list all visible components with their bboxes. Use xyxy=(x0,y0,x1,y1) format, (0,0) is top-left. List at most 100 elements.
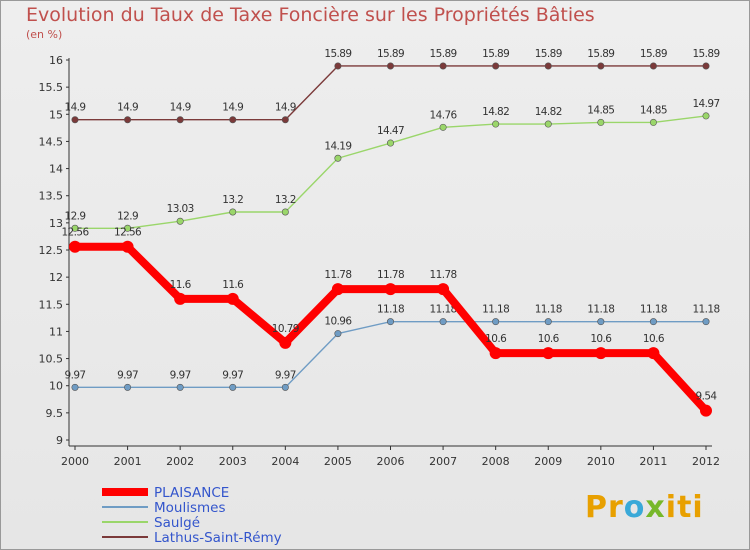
data-label: 10.96 xyxy=(324,316,352,328)
data-point xyxy=(331,283,344,296)
data-label: 11.78 xyxy=(377,269,404,281)
data-point xyxy=(71,383,79,391)
data-label: 11.6 xyxy=(170,279,192,291)
data-point xyxy=(700,404,712,417)
data-label: 15.89 xyxy=(430,48,457,60)
y-tick-label: 15.5 xyxy=(39,81,64,94)
y-axis-unit: (en %) xyxy=(26,28,63,41)
data-point xyxy=(594,347,607,360)
y-tick-label: 14.5 xyxy=(39,135,64,148)
data-label: 9.97 xyxy=(222,369,243,381)
data-label: 14.9 xyxy=(222,102,243,114)
data-label: 14.9 xyxy=(275,102,296,114)
data-label: 11.18 xyxy=(482,304,509,316)
data-point xyxy=(649,62,657,70)
x-tick-label: 2010 xyxy=(587,455,615,468)
data-point xyxy=(544,318,552,326)
data-point xyxy=(334,330,342,338)
data-label: 13.03 xyxy=(167,203,194,215)
data-point xyxy=(437,283,450,296)
data-label: 11.18 xyxy=(640,304,667,316)
data-label: 11.18 xyxy=(692,304,719,316)
data-point xyxy=(492,62,500,70)
data-label: 14.47 xyxy=(377,125,404,137)
data-label: 11.18 xyxy=(430,304,457,316)
data-point xyxy=(281,208,289,216)
data-point xyxy=(647,347,660,360)
data-label: 14.82 xyxy=(482,106,509,118)
y-tick-label: 10 xyxy=(49,380,63,393)
data-point xyxy=(281,116,289,124)
x-tick-label: 2009 xyxy=(534,455,562,468)
data-point xyxy=(69,240,81,253)
data-point xyxy=(492,318,500,326)
x-tick-label: 2000 xyxy=(61,455,89,468)
data-point xyxy=(386,139,394,147)
data-label: 12.56 xyxy=(61,227,89,239)
data-label: 15.89 xyxy=(587,48,614,60)
data-point xyxy=(174,292,187,305)
data-label: 14.9 xyxy=(117,102,138,114)
x-tick-label: 2006 xyxy=(377,455,405,468)
data-point xyxy=(124,116,132,124)
data-point xyxy=(124,224,132,232)
y-tick-label: 9.5 xyxy=(46,407,64,420)
data-label: 10.6 xyxy=(538,333,560,345)
legend-label: Saulgé xyxy=(154,515,200,531)
x-tick-label: 2011 xyxy=(639,455,667,468)
data-point xyxy=(71,116,79,124)
data-label: 11.6 xyxy=(222,279,244,291)
data-point xyxy=(492,120,500,128)
x-tick-label: 2002 xyxy=(166,455,194,468)
y-tick-label: 11 xyxy=(49,325,63,338)
data-label: 12.56 xyxy=(114,227,142,239)
proxiti-logo: Proxiti xyxy=(585,490,704,525)
y-tick-label: 13.5 xyxy=(39,190,64,203)
legend-label: PLAISANCE xyxy=(154,485,229,501)
data-point xyxy=(649,118,657,126)
data-point xyxy=(124,383,132,391)
data-point xyxy=(229,383,237,391)
data-label: 13.2 xyxy=(222,194,243,206)
data-point xyxy=(702,112,710,120)
x-tick-label: 2005 xyxy=(324,455,352,468)
data-point xyxy=(489,347,502,360)
data-label: 9.97 xyxy=(65,369,86,381)
data-point xyxy=(281,383,289,391)
data-label: 15.89 xyxy=(482,48,509,60)
data-label: 15.89 xyxy=(640,48,667,60)
data-point xyxy=(439,62,447,70)
data-point xyxy=(229,208,237,216)
y-tick-label: 10.5 xyxy=(39,353,64,366)
data-label: 9.97 xyxy=(117,369,138,381)
data-label: 11.78 xyxy=(324,269,351,281)
data-label: 9.54 xyxy=(696,391,718,403)
data-point xyxy=(597,318,605,326)
data-point xyxy=(702,318,710,326)
data-label: 14.9 xyxy=(170,102,191,114)
y-tick-label: 13 xyxy=(49,217,63,230)
y-tick-label: 9 xyxy=(56,434,63,447)
data-point xyxy=(544,120,552,128)
data-point xyxy=(121,240,134,253)
data-label: 14.82 xyxy=(535,106,562,118)
data-label: 10.6 xyxy=(590,333,612,345)
y-tick-label: 12.5 xyxy=(39,244,64,257)
y-tick-label: 16 xyxy=(49,54,63,67)
x-tick-label: 2001 xyxy=(114,455,142,468)
data-point xyxy=(597,118,605,126)
data-point xyxy=(439,123,447,131)
data-label: 9.97 xyxy=(170,369,191,381)
data-label: 10.6 xyxy=(485,333,507,345)
data-label: 14.85 xyxy=(640,104,667,116)
data-label: 14.97 xyxy=(692,98,719,110)
data-point xyxy=(229,116,237,124)
data-point xyxy=(279,336,292,349)
data-label: 14.19 xyxy=(324,140,351,152)
legend-label: Moulismes xyxy=(154,500,226,516)
data-point xyxy=(334,154,342,162)
data-label: 14.85 xyxy=(587,104,614,116)
data-label: 10.6 xyxy=(643,333,665,345)
